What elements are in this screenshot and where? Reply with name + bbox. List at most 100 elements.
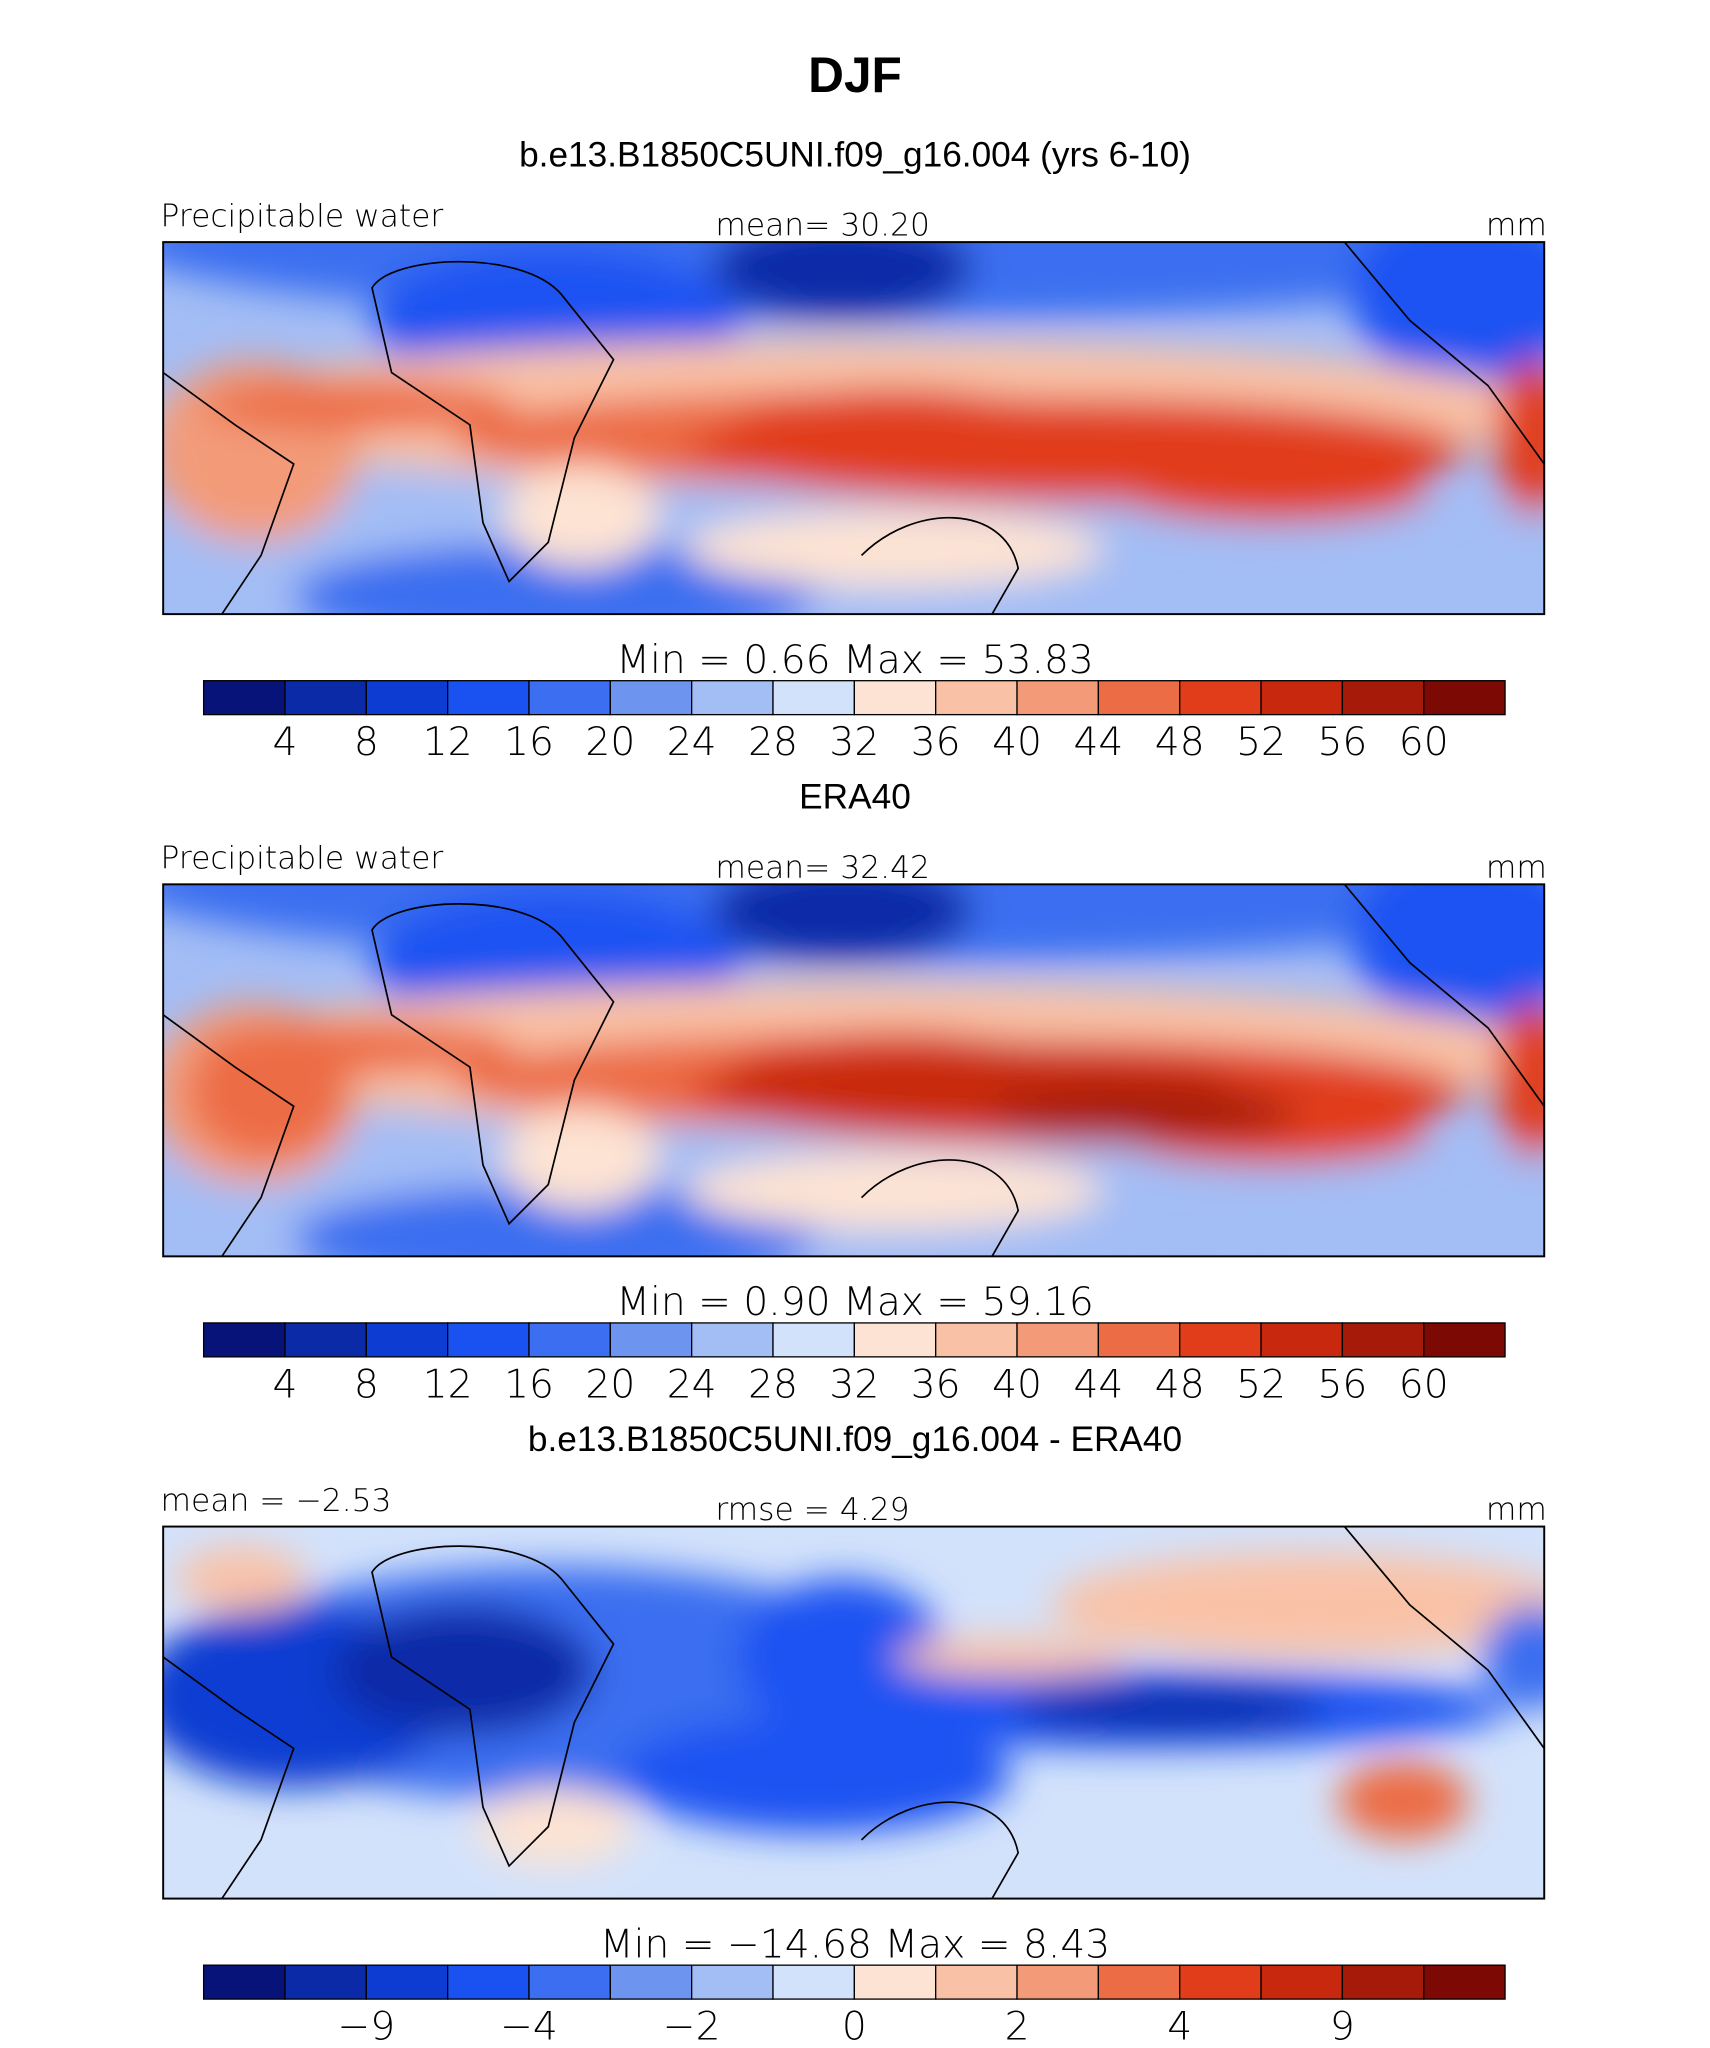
- colorbar-box: [202, 680, 286, 716]
- colorbar-box: [1341, 680, 1425, 716]
- colorbar-box: [528, 1322, 611, 1358]
- colorbar-label: 56: [1317, 720, 1367, 765]
- colorbar-box: [528, 1964, 611, 2000]
- colorbar-box: [772, 680, 856, 716]
- map-frame: [162, 241, 1546, 616]
- field-blob: [502, 464, 660, 569]
- colorbar-box: [1260, 1964, 1344, 2000]
- field-blob: [711, 884, 973, 963]
- colorbar-label: 12: [423, 1362, 473, 1407]
- colorbar-box: [1097, 1964, 1181, 2000]
- field-blob: [1351, 242, 1545, 386]
- colorbar-box: [284, 1322, 367, 1358]
- colorbar-label: 44: [1073, 720, 1123, 765]
- field-blob: [476, 1787, 634, 1866]
- colorbar-box: [446, 680, 530, 716]
- field-blob: [737, 1578, 947, 1736]
- field-blob: [1116, 457, 1430, 523]
- field-blob: [502, 1106, 660, 1211]
- colorbar-label: 36: [911, 720, 961, 765]
- colorbar-label: 52: [1236, 1362, 1286, 1407]
- colorbar-label: 2: [1005, 2005, 1030, 2048]
- colorbar-box: [1423, 1964, 1506, 2000]
- panel-units: mm: [1486, 1492, 1547, 1528]
- field-blob: [985, 1086, 1299, 1139]
- colorbar-box: [1016, 1322, 1100, 1358]
- min-max-label: Min = −14.68 Max = 8.43: [600, 1922, 1110, 1967]
- panel-left-label: Precipitable water: [161, 841, 444, 877]
- colorbar-box: [1341, 1964, 1425, 2000]
- panel-units: mm: [1486, 208, 1547, 244]
- colorbar-label: 32: [829, 1362, 879, 1407]
- colorbar-label: 4: [273, 1362, 298, 1407]
- field-blob: [1337, 1761, 1469, 1840]
- field-blob: [189, 1027, 346, 1159]
- colorbar-box: [853, 680, 937, 716]
- colorbar-box: [1016, 680, 1100, 716]
- colorbar-box: [935, 680, 1018, 716]
- coastline: [163, 1526, 1545, 1899]
- colorbar-label: 48: [1155, 1362, 1205, 1407]
- colorbar-label: 8: [354, 720, 379, 765]
- field-blob: [685, 509, 1104, 589]
- colorbar-box: [853, 1322, 937, 1358]
- field-blob: [620, 1715, 1012, 1834]
- colorbar-label: 60: [1399, 1362, 1449, 1407]
- colorbar-box: [202, 1322, 286, 1358]
- field-blob: [202, 379, 516, 432]
- field-blob: [293, 1184, 816, 1257]
- colorbar-box: [935, 1964, 1018, 2000]
- panel-center-label: mean= 32.42: [715, 850, 930, 886]
- colorbar-label: 4: [273, 720, 298, 765]
- colorbar-label: 8: [354, 1362, 379, 1407]
- colorbar-box: [284, 1964, 367, 2000]
- colorbar-box: [1016, 1964, 1100, 2000]
- map: [163, 242, 1545, 615]
- colorbar-label: 24: [667, 1362, 717, 1407]
- colorbar-label: 16: [504, 1362, 554, 1407]
- panel-left-label: Precipitable water: [161, 198, 444, 234]
- field-blob: [711, 242, 973, 321]
- colorbar-box: [1179, 1964, 1262, 2000]
- field-blob: [1494, 1001, 1545, 1159]
- colorbar-box: [1179, 1322, 1262, 1358]
- colorbar-box: [365, 680, 449, 716]
- panel-center-label: mean= 30.20: [715, 208, 930, 244]
- colorbar-label: 16: [504, 720, 554, 765]
- map-field: [163, 1546, 1545, 1866]
- colorbar-box: [935, 1322, 1018, 1358]
- colorbar-box: [365, 1322, 449, 1358]
- panel: ERA40 Precipitable water mean= 32.42 mm Min …: [161, 778, 1547, 1408]
- field-blob: [1011, 1685, 1325, 1733]
- map: [163, 884, 1545, 1257]
- colorbar-label: 56: [1317, 1362, 1367, 1407]
- colorbar-box: [1097, 1322, 1181, 1358]
- panel-title: b.e13.B1850C5UNI.f09_g16.004 (yrs 6-10): [519, 135, 1191, 174]
- colorbar-box: [1260, 680, 1344, 716]
- colorbar-box: [772, 1322, 856, 1358]
- colorbar-box: [609, 680, 693, 716]
- colorbar-box: [609, 1964, 693, 2000]
- colorbar-label: 28: [748, 1362, 798, 1407]
- field-blob: [1050, 1552, 1545, 1658]
- panel-title: ERA40: [799, 778, 911, 817]
- colorbar-label: −9: [337, 2005, 395, 2048]
- colorbar-label: 44: [1073, 1362, 1123, 1407]
- min-max-label: Min = 0.66 Max = 53.83: [616, 638, 1094, 683]
- colorbar-box: [609, 1322, 693, 1358]
- map-frame: [162, 883, 1546, 1258]
- map-frame: [162, 1525, 1546, 1900]
- colorbar-box: [446, 1964, 530, 2000]
- panel-center-label: rmse = 4.29: [715, 1492, 909, 1528]
- colorbar-label: −2: [663, 2005, 721, 2048]
- colorbar-label: 52: [1236, 720, 1286, 765]
- field-blob: [1494, 359, 1545, 517]
- coastline: [163, 242, 1545, 615]
- field-blob: [293, 542, 816, 615]
- field-blob: [737, 388, 1051, 462]
- colorbar-box: [691, 1964, 774, 2000]
- colorbar-box: [1260, 1322, 1344, 1358]
- colorbar-label: 24: [667, 720, 717, 765]
- field-blob: [894, 1637, 1130, 1677]
